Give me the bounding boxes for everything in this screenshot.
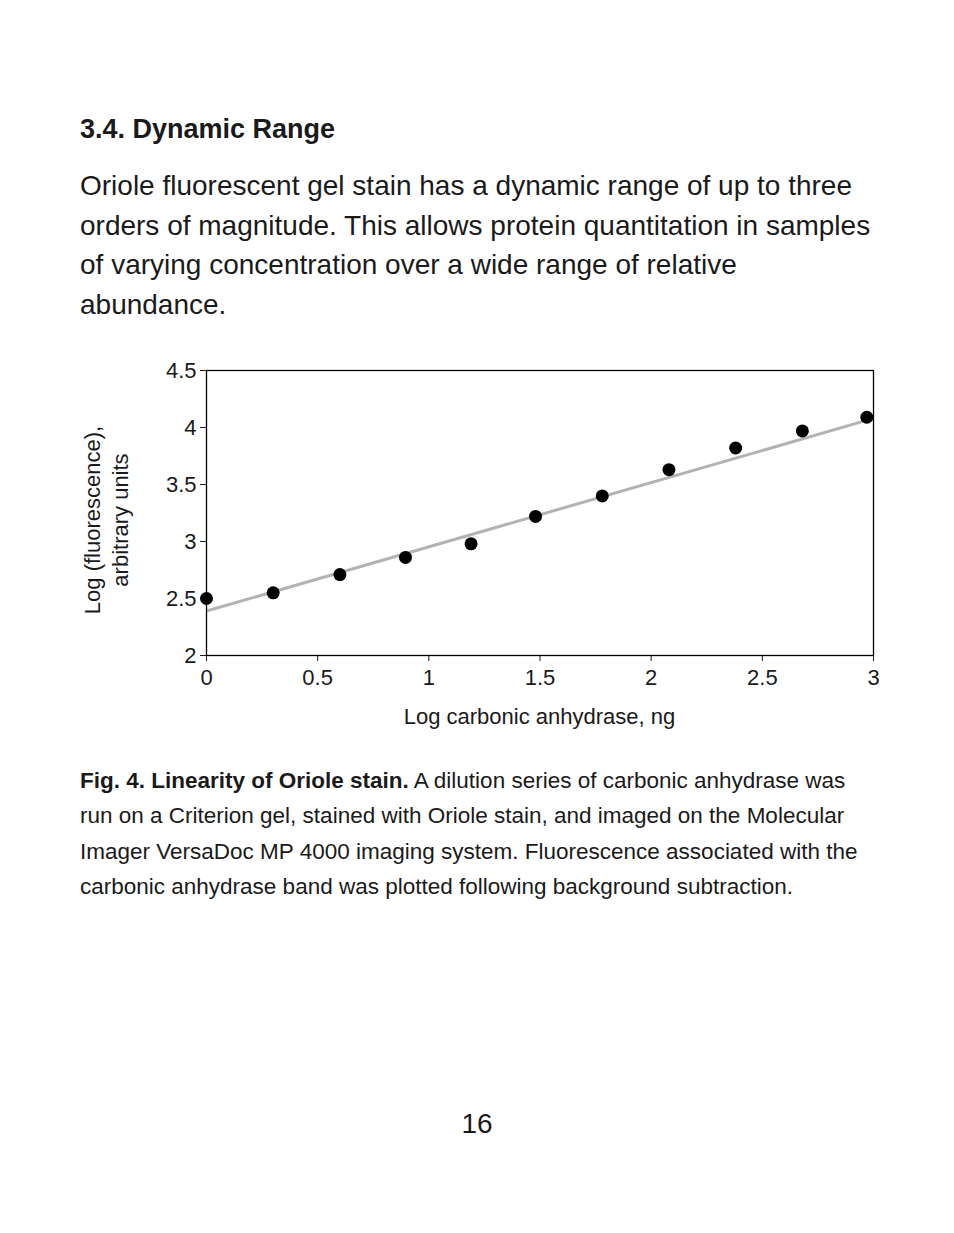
svg-text:0: 0 xyxy=(200,665,212,690)
svg-text:4.5: 4.5 xyxy=(166,358,197,383)
html-text:Fig. 4. Linearity of Oriole st: Fig. 4. Linearity of Oriole stain. A dil… xyxy=(80,768,858,899)
html-text:Log (fluorescence),: Log (fluorescence), xyxy=(80,425,105,615)
svg-text:2: 2 xyxy=(184,643,196,668)
svg-text:2.5: 2.5 xyxy=(166,586,197,611)
html-text:arbitrary units: arbitrary units xyxy=(108,453,133,587)
svg-text:4: 4 xyxy=(184,415,196,440)
svg-text:3: 3 xyxy=(867,665,879,690)
svg-text:0.5: 0.5 xyxy=(302,665,333,690)
svg-text:2: 2 xyxy=(645,665,657,690)
html-text:16: 16 xyxy=(461,1108,493,1139)
svg-text:3.5: 3.5 xyxy=(166,472,197,497)
html-text:Oriole fluorescent gel stain h: Oriole fluorescent gel stain has a dynam… xyxy=(80,170,871,320)
svg-text:1.5: 1.5 xyxy=(525,665,556,690)
html-text:Log carbonic anhydrase, ng: Log carbonic anhydrase, ng xyxy=(403,704,676,729)
svg-text:3: 3 xyxy=(184,529,196,554)
html-text:3.4. Dynamic Range: 3.4. Dynamic Range xyxy=(80,114,336,144)
svg-text:1: 1 xyxy=(423,665,435,690)
svg-text:2.5: 2.5 xyxy=(747,665,778,690)
